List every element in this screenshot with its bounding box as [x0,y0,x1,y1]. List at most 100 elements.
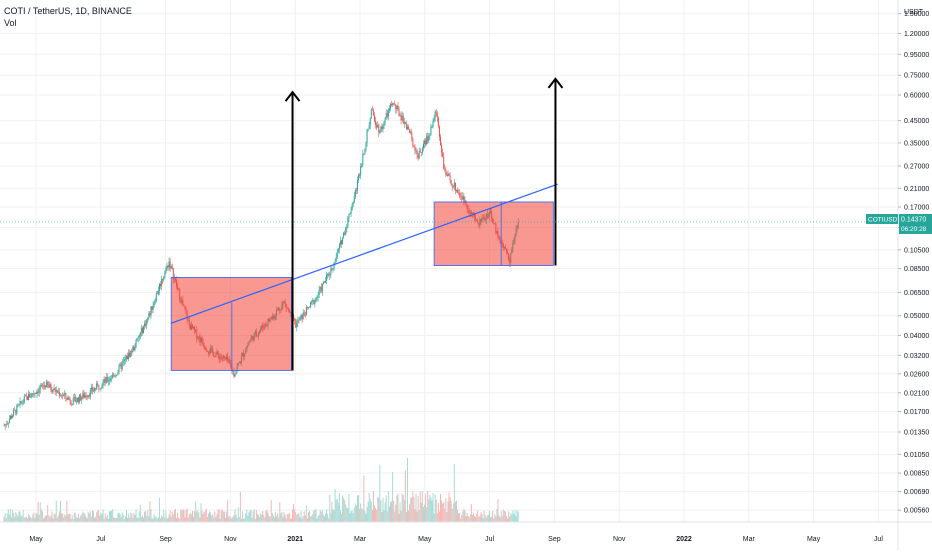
volume-bar [220,510,222,522]
candle-body [15,409,17,414]
volume-bar [417,495,419,522]
candle-body [20,401,22,404]
volume-bar [360,503,362,522]
y-tick-label: 0.02600 [904,371,929,378]
candle-body [354,190,356,197]
candle-body [407,126,409,129]
annotations[interactable] [170,77,564,371]
volume-bar [104,513,106,522]
volume-bar [457,509,459,522]
volume-bar [297,513,299,522]
candle-body [157,290,159,294]
trendline[interactable] [170,183,558,324]
volume-bar [231,517,233,522]
volume-bar [415,493,417,522]
candle-body [432,121,434,127]
volume-bar [384,502,386,522]
volume-bar [199,517,201,522]
range-box[interactable] [433,201,554,266]
volume-bar [491,516,493,522]
volume-bar [461,514,463,522]
candle-body [401,115,403,121]
x-tick-label: Nov [613,536,626,543]
y-tick-label: 0.10500 [904,247,929,254]
candle-body [395,104,397,110]
candle-body [146,319,148,326]
candle-body [455,189,457,192]
volume-bar [320,511,322,522]
candle-body [462,196,464,200]
volume-bar [304,515,306,522]
symbol-title[interactable]: COTI / TetherUS, 1D, BINANCE [4,6,132,16]
candle-body [424,140,426,144]
volume-bar [351,510,353,522]
candle-body [329,274,331,276]
candle-body [341,240,343,245]
volume-label[interactable]: Vol [4,18,17,28]
candle-body [330,268,332,275]
volume-bar [171,511,173,522]
candle-body [24,395,26,397]
volume-bar [397,493,399,522]
range-box[interactable] [170,276,292,371]
candle-body [426,136,428,145]
volume-bar [232,517,234,522]
candle-body [386,113,388,117]
volume-bar [61,513,63,522]
volume-bar [264,517,266,522]
candle-body [233,371,235,377]
volume-bar [55,500,57,522]
candle-body [16,405,18,414]
volume-bar [40,509,42,522]
volume-bar [455,500,457,522]
volume-bar [374,505,376,522]
volume-bar [294,509,296,522]
volume-bar [219,518,221,522]
volume-bar [349,513,351,522]
candle-body [133,346,135,350]
volume-bar [398,513,400,522]
volume-bar [217,509,219,522]
volume-bar [70,518,72,522]
candle-body [14,409,16,411]
arrow-head [547,77,564,89]
volume-bar [144,511,146,522]
volume-bar [432,493,434,522]
candle-body [295,320,297,328]
volume-bar [119,514,121,522]
candle-body [338,244,340,250]
volume-bar [328,518,330,522]
volume-bar [166,518,168,522]
candle-body [417,154,419,159]
volume-bar [311,515,313,522]
candle-body [321,284,323,292]
volume-bar [421,490,423,522]
volume-bar [32,514,34,522]
volume-bar [44,517,46,522]
candle-body [149,313,151,316]
candle-body [118,365,120,373]
candle-body [28,393,30,400]
volume-bar [486,515,488,522]
volume-bar [330,512,332,522]
candle-body [364,148,366,155]
candle-body [22,401,24,403]
candle-body [457,189,459,193]
candle-body [344,232,346,235]
candle-body [40,384,42,387]
volume-bar [259,517,261,522]
volume-bar [511,514,513,522]
y-tick-label: 0.01350 [904,430,929,437]
volume-bar [510,513,512,522]
volume-bar [178,517,180,522]
candle-body [108,379,110,381]
time-axis[interactable]: May Jul Sep Nov 2021 Mar May Jul Sep Nov 2022 Mar Ma… [0,521,932,543]
price-badge[interactable] [899,213,932,234]
volume-bar [370,501,372,522]
volume-bar [234,509,236,522]
volume-bar [41,511,43,522]
volume-bar [434,494,436,522]
